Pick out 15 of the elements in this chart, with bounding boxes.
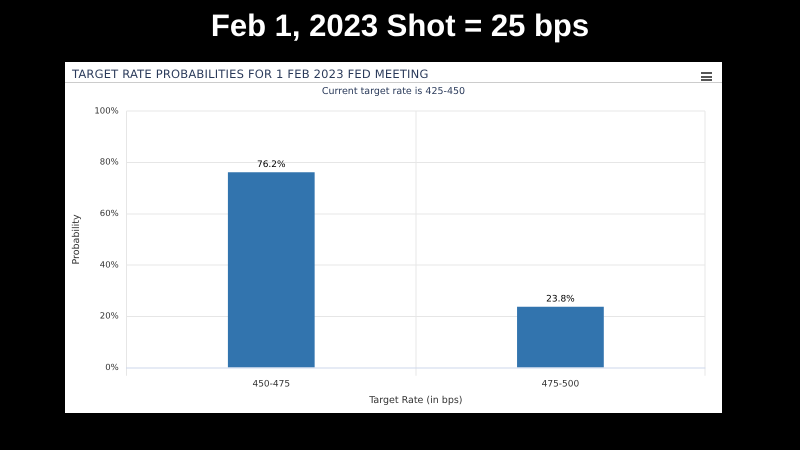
x-tick-label: 475-500 bbox=[542, 380, 580, 390]
y-tick-label: 0% bbox=[105, 363, 119, 374]
text: Current target rate is 425-450 bbox=[320, 86, 466, 97]
y-tick-label: 40% bbox=[100, 260, 119, 270]
data-label: 76.2% bbox=[256, 160, 286, 170]
y-tick-label: 80% bbox=[100, 158, 119, 168]
x-tick-label: 450-475 bbox=[252, 380, 290, 390]
y-tick-label: 100% bbox=[94, 106, 119, 116]
chart-subtitle: TARGET RATE PROBABILITIES FOR 1 FEB 2023 FED MEETING bbox=[72, 67, 429, 81]
y-tick-label: 20% bbox=[100, 312, 119, 322]
data-label: 23.8% bbox=[546, 294, 576, 305]
y-tick-label: 60% bbox=[100, 208, 119, 219]
chart-title: Feb 1, 2023 Shot = 25 bps bbox=[210, 8, 590, 44]
x-axis-title: Target Rate (in bps) bbox=[368, 394, 463, 406]
y-axis-title: Probability bbox=[71, 214, 82, 265]
